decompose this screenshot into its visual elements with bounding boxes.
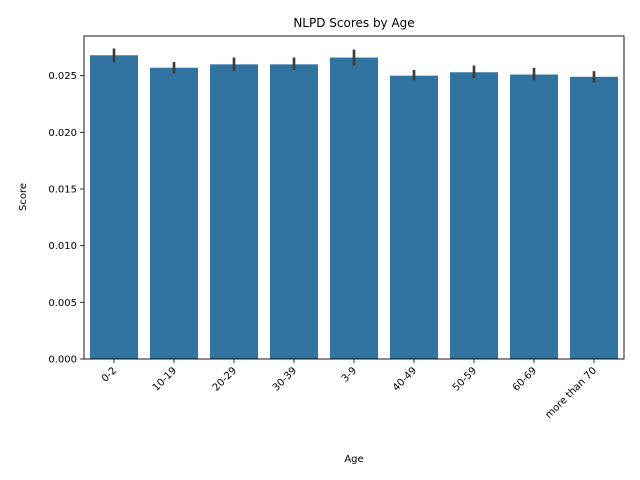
bar — [450, 72, 498, 360]
x-tick-label: 50-59 — [451, 365, 479, 393]
x-axis-label: Age — [344, 454, 363, 465]
bar — [210, 64, 258, 359]
bars-group — [90, 55, 618, 360]
bar — [570, 76, 618, 360]
bar — [150, 67, 198, 359]
bar — [330, 57, 378, 360]
bar — [510, 74, 558, 360]
x-tick-label: more than 70 — [543, 365, 599, 421]
x-tick-label: 60-69 — [511, 365, 539, 393]
error-bars-group — [112, 48, 596, 83]
y-tick-label: 0.000 — [48, 355, 77, 366]
y-tick-label: 0.020 — [48, 128, 77, 139]
y-tick-label: 0.010 — [48, 241, 77, 252]
x-tick-label: 30-39 — [271, 365, 299, 393]
x-tick-label: 3-9 — [340, 365, 359, 384]
bar — [270, 64, 318, 359]
y-axis: 0.000 0.005 0.010 0.015 0.020 0.025 — [48, 71, 84, 366]
y-tick-label: 0.015 — [48, 185, 77, 196]
chart-title: NLPD Scores by Age — [293, 16, 414, 30]
y-tick-label: 0.005 — [48, 298, 77, 309]
bar — [390, 75, 438, 360]
x-axis: 0-2 10-19 20-29 30-39 3-9 40-49 50-59 60-69 more… — [100, 359, 599, 421]
x-tick-label: 20-29 — [211, 365, 239, 393]
x-tick-label: 0-2 — [100, 365, 119, 384]
y-axis-label: Score — [18, 183, 29, 211]
x-tick-label: 40-49 — [391, 365, 419, 393]
x-tick-label: 10-19 — [151, 365, 179, 393]
y-tick-label: 0.025 — [48, 71, 77, 82]
bar — [90, 55, 138, 360]
